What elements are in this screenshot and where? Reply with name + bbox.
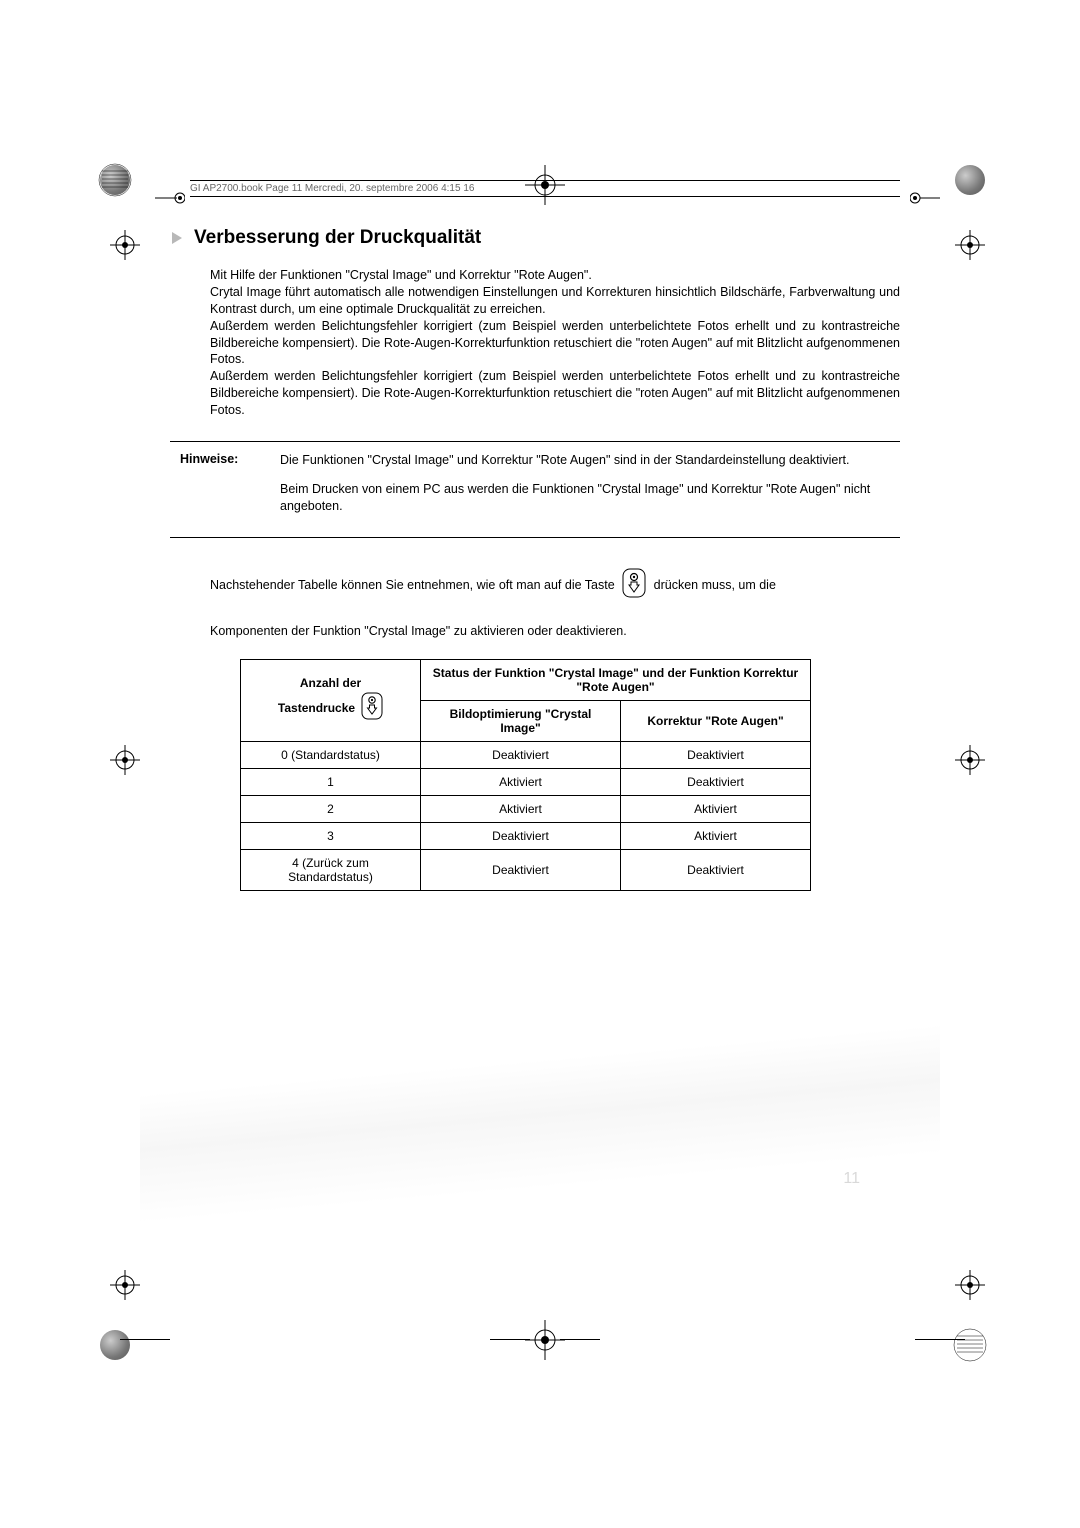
corner-dot-tr — [955, 165, 985, 195]
cut-line — [915, 1339, 965, 1340]
th-anzahl-l1: Anzahl der — [251, 675, 410, 692]
table-cell: Deaktiviert — [421, 822, 621, 849]
book-header-line: GI AP2700.book Page 11 Mercredi, 20. sep… — [190, 180, 900, 197]
th-crystal: Bildoptimierung "Crystal Image" — [421, 700, 621, 741]
below-text-1: Nachstehender Tabelle können Sie entnehm… — [210, 578, 615, 592]
table-cell: Aktiviert — [421, 768, 621, 795]
table-cell: 3 — [241, 822, 421, 849]
button-icon — [622, 568, 646, 604]
button-icon — [361, 692, 383, 725]
reg-mark-right-mid — [950, 740, 990, 780]
table-row: 0 (Standardstatus)DeaktiviertDeaktiviert — [241, 741, 811, 768]
th-rote-augen: Korrektur "Rote Augen" — [621, 700, 811, 741]
table-row: 3DeaktiviertAktiviert — [241, 822, 811, 849]
corner-dot-bl — [100, 1330, 130, 1360]
page-number: 11 — [843, 1170, 860, 1188]
cut-line — [120, 1339, 170, 1340]
table-cell: Aktiviert — [421, 795, 621, 822]
status-table: Anzahl der Tastendrucke S — [240, 659, 900, 891]
table-row: 2AktiviertAktiviert — [241, 795, 811, 822]
hinweise-p1: Die Funktionen "Crystal Image" und Korre… — [280, 452, 900, 469]
background-gradient — [140, 928, 940, 1228]
reg-mark-left-mid — [105, 740, 145, 780]
reg-mark-left-2 — [105, 1265, 145, 1305]
divider — [170, 441, 900, 442]
triangle-bullet-icon — [170, 230, 184, 246]
section-title: Verbesserung der Druckqualität — [194, 227, 481, 249]
table-cell: Deaktiviert — [621, 849, 811, 890]
hinweise-text: Die Funktionen "Crystal Image" und Korre… — [280, 452, 900, 527]
below-paragraph: Nachstehender Tabelle können Sie entnehm… — [210, 568, 900, 641]
th-anzahl: Anzahl der Tastendrucke — [241, 659, 421, 741]
table-cell: Deaktiviert — [621, 741, 811, 768]
below-text-2: drücken muss, um die — [654, 578, 776, 592]
table-row: 4 (Zurück zum Standardstatus)Deaktiviert… — [241, 849, 811, 890]
table-cell: Deaktiviert — [421, 849, 621, 890]
section-heading-row: Verbesserung der Druckqualität — [170, 227, 900, 249]
table-cell: 4 (Zurück zum Standardstatus) — [241, 849, 421, 890]
cut-line — [490, 1339, 530, 1340]
reg-mark-left-1 — [105, 225, 145, 265]
corner-hatch-tl — [98, 163, 130, 195]
table-cell: 0 (Standardstatus) — [241, 741, 421, 768]
reg-mark-right-1 — [950, 225, 990, 265]
below-text-3: Komponenten der Funktion "Crystal Image"… — [210, 624, 627, 638]
hinweise-label: Hinweise: — [180, 452, 250, 527]
th-anzahl-l2: Tastendrucke — [278, 700, 355, 717]
reg-arrow-right — [905, 178, 945, 218]
reg-mark-right-2 — [950, 1265, 990, 1305]
table-row: 1AktiviertDeaktiviert — [241, 768, 811, 795]
th-status-span: Status der Funktion "Crystal Image" und … — [421, 659, 811, 700]
table-cell: 2 — [241, 795, 421, 822]
table-cell: Aktiviert — [621, 822, 811, 849]
cut-line — [560, 1339, 600, 1340]
page-content: GI AP2700.book Page 11 Mercredi, 20. sep… — [170, 180, 900, 891]
table-cell: Deaktiviert — [621, 768, 811, 795]
table-cell: Aktiviert — [621, 795, 811, 822]
table-cell: 1 — [241, 768, 421, 795]
corner-hatch-br — [953, 1328, 985, 1360]
hinweise-block: Hinweise: Die Funktionen "Crystal Image"… — [180, 452, 900, 527]
divider — [170, 537, 900, 538]
hinweise-p2: Beim Drucken von einem PC aus werden die… — [280, 481, 900, 515]
body-paragraph: Mit Hilfe der Funktionen "Crystal Image"… — [210, 267, 900, 419]
table-cell: Deaktiviert — [421, 741, 621, 768]
reg-mark-bottom — [525, 1320, 565, 1360]
